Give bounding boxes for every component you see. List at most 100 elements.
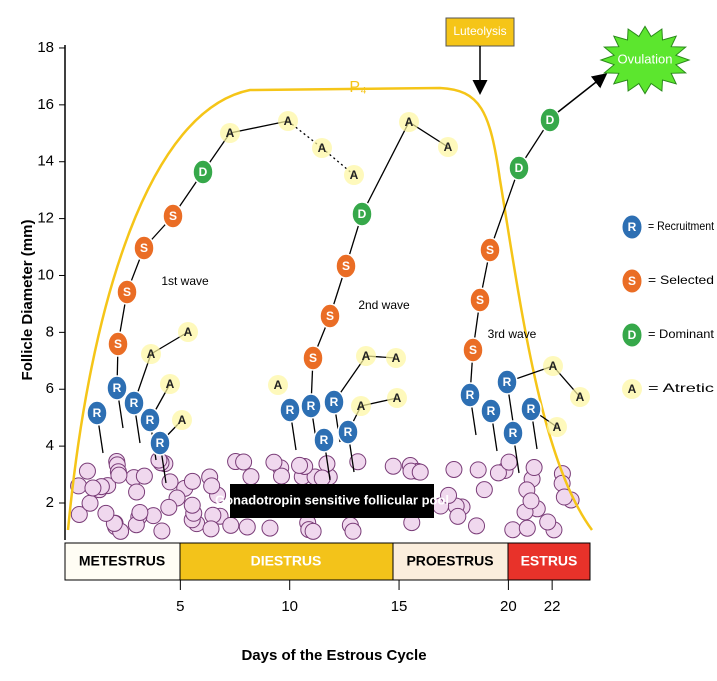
follicle-node — [319, 303, 341, 329]
follicle-node — [502, 420, 524, 446]
follicle-node — [149, 430, 171, 456]
node-label: R — [307, 399, 316, 413]
y-axis-label: Follicle Diameter (mm) — [19, 220, 36, 381]
node-label: A — [318, 141, 327, 155]
x-tick-label: 20 — [500, 598, 517, 615]
y-tick-label: 8 — [46, 323, 54, 340]
legend-text: = Selected — [648, 273, 714, 287]
follicle-node — [123, 390, 145, 416]
x-axis-label: Days of the Estrous Cycle — [241, 647, 426, 664]
follicle-node — [107, 331, 129, 357]
node-label: R — [509, 426, 518, 440]
node-label: D — [515, 161, 524, 175]
node-label: D — [358, 207, 367, 221]
node-label: A — [405, 115, 414, 129]
node-label: A — [444, 140, 453, 154]
atretic-glow — [312, 138, 332, 158]
node-label: A — [184, 325, 193, 339]
node-label: R — [286, 403, 295, 417]
atretic-glow — [386, 348, 406, 368]
legend-symbol: R — [628, 220, 637, 234]
follicle-node — [192, 159, 214, 185]
follicle-node — [133, 235, 155, 261]
legend-swatch — [621, 214, 643, 240]
atretic-glow — [178, 322, 198, 342]
follicle — [525, 459, 543, 477]
follicle-node — [279, 397, 301, 423]
atretic-glow — [438, 137, 458, 157]
luteolysis-label: Luteolysis — [453, 24, 506, 38]
node-label: R — [93, 406, 102, 420]
node-label: R — [156, 436, 165, 450]
node-label: R — [466, 388, 475, 402]
phase-label: ESTRUS — [521, 553, 578, 569]
atretic-glow — [399, 112, 419, 132]
node-label: A — [284, 114, 293, 128]
legend-text: = Recruitment — [648, 219, 715, 233]
node-label: A — [357, 399, 366, 413]
follicle-node — [313, 427, 335, 453]
follicle — [203, 477, 221, 495]
follicle-node — [337, 419, 359, 445]
follicle — [445, 460, 463, 478]
follicle-node — [539, 107, 561, 133]
follicle — [238, 518, 256, 536]
follicle — [161, 473, 179, 491]
follicle-node — [300, 393, 322, 419]
pool-box — [230, 484, 434, 518]
y-tick-label: 18 — [37, 39, 54, 56]
follicle — [110, 466, 128, 484]
atretic-glow — [278, 111, 298, 131]
node-label: A — [274, 378, 283, 392]
atretic-glow — [387, 388, 407, 408]
follicle — [222, 516, 240, 534]
x-tick-label: 22 — [544, 598, 561, 615]
follicle — [411, 463, 429, 481]
p4-curve — [66, 86, 594, 531]
follicle — [160, 498, 178, 516]
node-label: A — [178, 413, 187, 427]
follicle-node — [116, 279, 138, 305]
follicle — [500, 453, 518, 471]
node-label: D — [546, 113, 555, 127]
node-label: A — [576, 390, 585, 404]
ovulation-burst — [599, 25, 691, 95]
node-label: R — [146, 413, 155, 427]
y-tick-label: 16 — [37, 96, 54, 113]
arrow — [557, 73, 608, 113]
node-label: A — [350, 168, 359, 182]
luteolysis-box — [445, 17, 515, 47]
y-tick-label: 12 — [37, 210, 54, 227]
follicle — [313, 469, 331, 487]
node-label: S — [342, 259, 350, 273]
y-tick-label: 10 — [37, 266, 54, 283]
edge — [489, 167, 520, 251]
follicle — [469, 461, 487, 479]
node-label: S — [140, 241, 148, 255]
phase-label: METESTRUS — [79, 553, 165, 569]
follicle-node — [496, 369, 518, 395]
atretic-glow — [543, 356, 563, 376]
phase-label: PROESTRUS — [406, 553, 493, 569]
follicle-node — [106, 375, 128, 401]
follicle — [291, 456, 309, 474]
follicle — [128, 483, 146, 501]
node-label: A — [553, 420, 562, 434]
follicle — [183, 496, 201, 514]
node-label: D — [199, 165, 208, 179]
follicle — [70, 505, 88, 523]
follicle — [135, 467, 153, 485]
follicle — [489, 464, 507, 482]
follicle-node — [139, 407, 161, 433]
phase-label: DIESTRUS — [251, 553, 322, 569]
atretic-glow — [220, 123, 240, 143]
follicle — [242, 468, 260, 486]
atretic-glow — [172, 410, 192, 430]
atretic-glow — [570, 387, 590, 407]
node-label: A — [393, 391, 402, 405]
follicle — [304, 522, 322, 540]
follicle-node — [479, 237, 501, 263]
follicle-node — [302, 345, 324, 371]
follicle — [235, 453, 253, 471]
